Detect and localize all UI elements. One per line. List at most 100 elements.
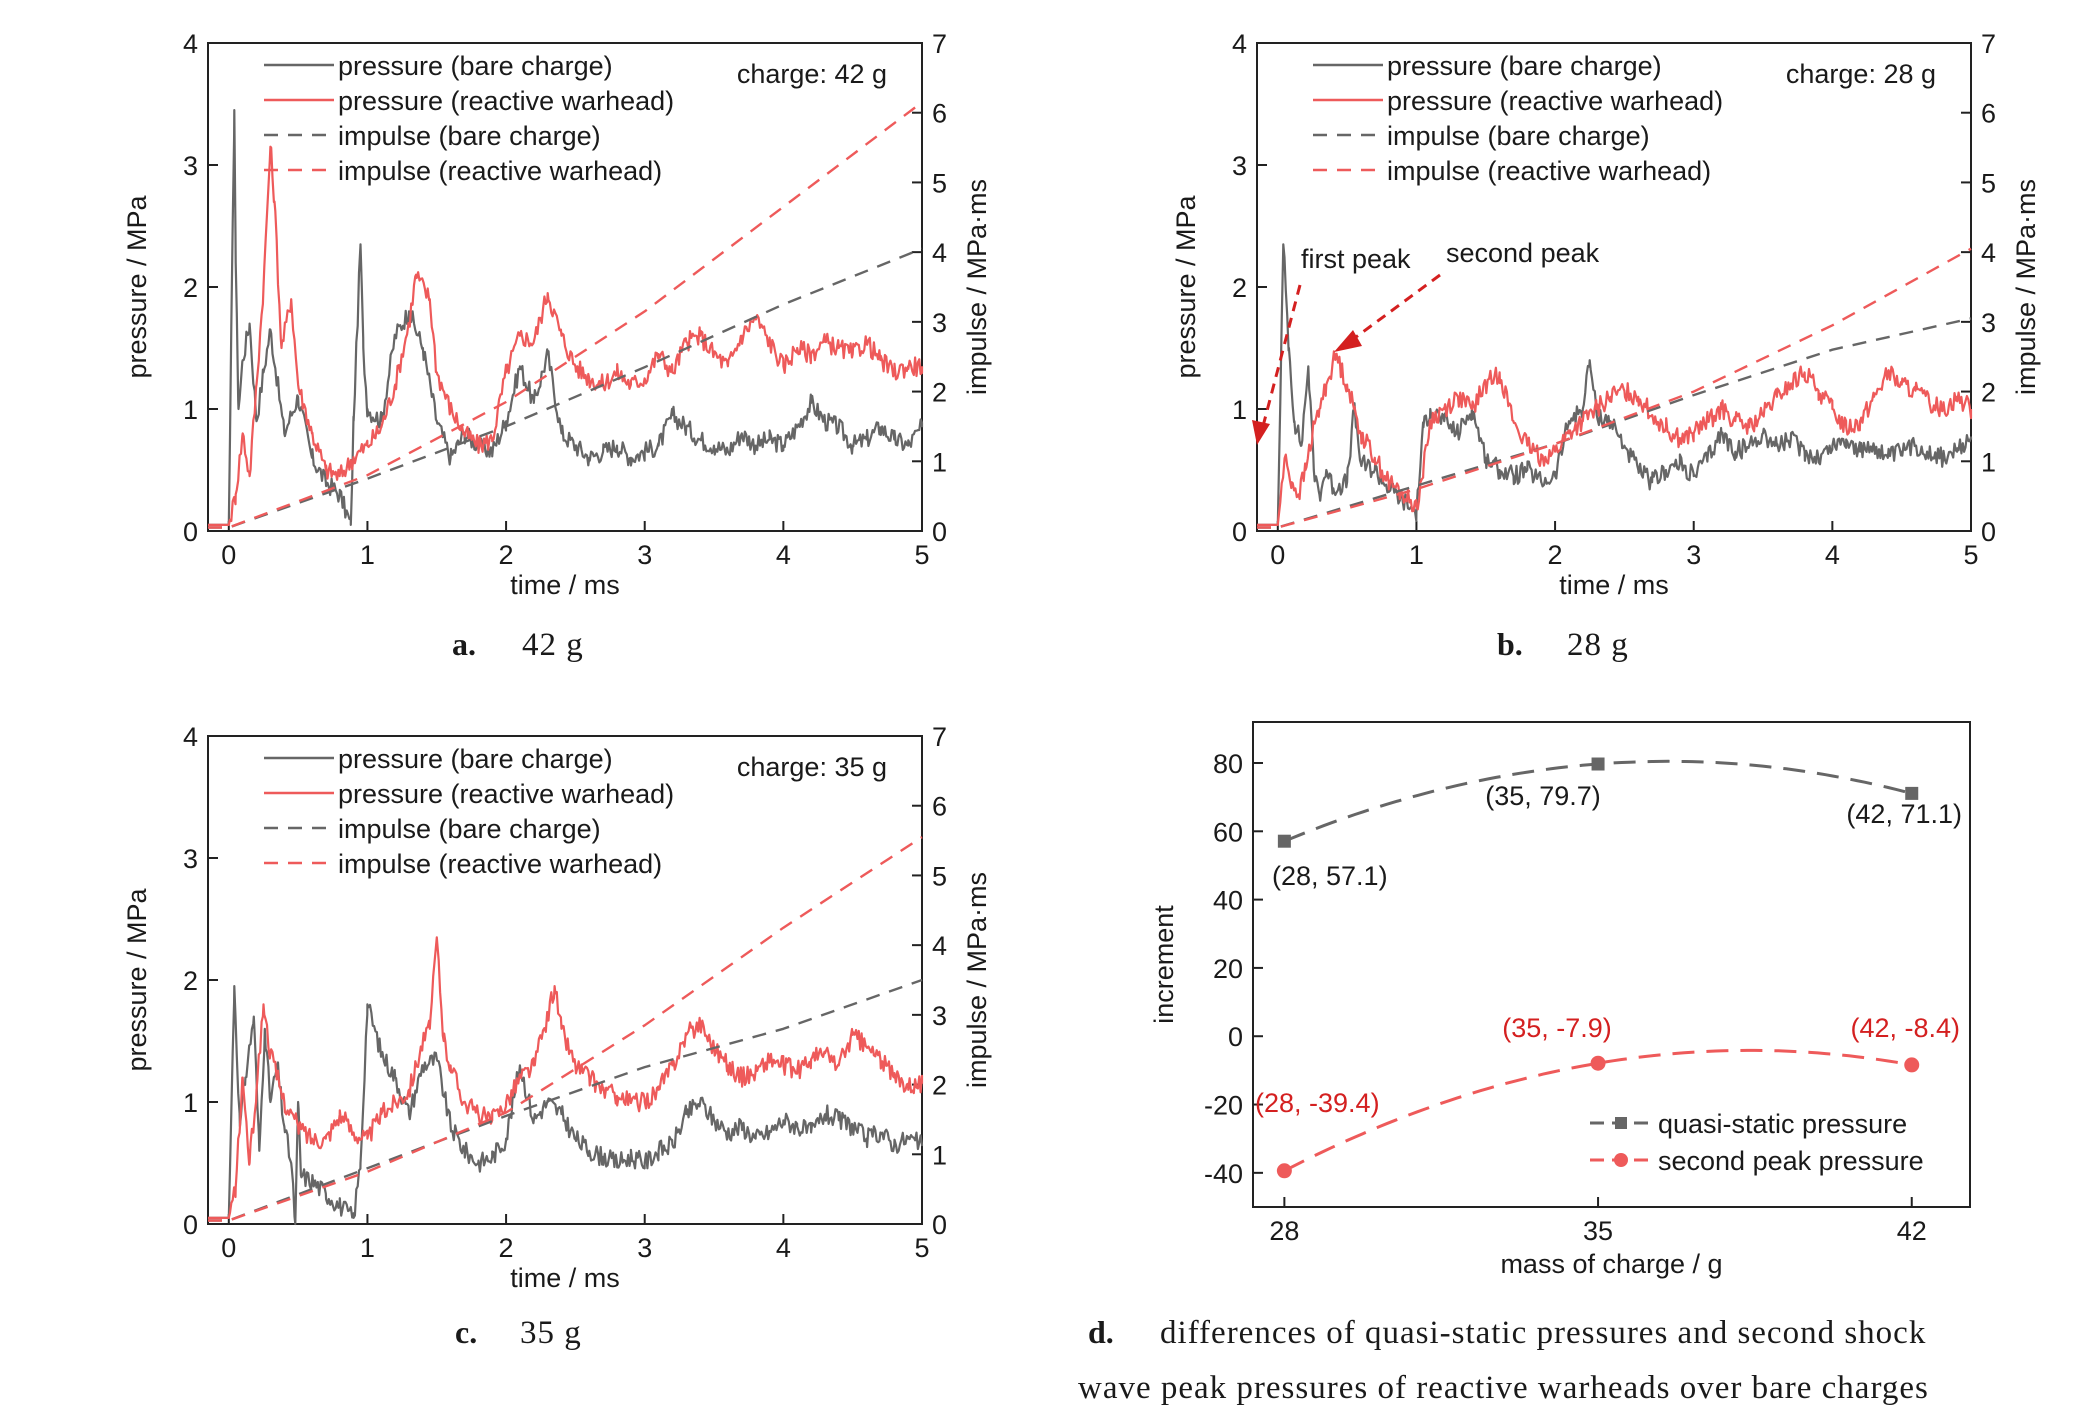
x-tick-label: 1 <box>1409 540 1424 570</box>
x-tick-label: 0 <box>1270 540 1285 570</box>
caption-c: 35 g <box>520 1315 582 1351</box>
x-tick-label: 1 <box>360 1233 375 1263</box>
y-tick-label: 1 <box>183 395 198 425</box>
caption-b: 28 g <box>1567 627 1629 663</box>
x-axis-label: time / ms <box>510 570 620 600</box>
arrowhead-second-peak <box>1334 330 1362 352</box>
x-tick-label: 4 <box>776 540 791 570</box>
data-label: (42, -8.4) <box>1850 1013 1960 1043</box>
x-tick-label: 28 <box>1269 1216 1299 1246</box>
series-line-4 <box>208 101 923 529</box>
y2-tick-label: 6 <box>932 792 947 822</box>
y-tick-label: 3 <box>183 844 198 874</box>
legend-marker <box>1615 1117 1627 1129</box>
data-point-circle <box>1904 1057 1920 1073</box>
series-line-1 <box>1257 243 1973 526</box>
x-axis-label: time / ms <box>1559 570 1669 600</box>
series-line-2 <box>1283 1048 1912 1173</box>
data-point-circle <box>1276 1163 1292 1179</box>
x-tick-label: 3 <box>1686 540 1701 570</box>
charge-label: charge: 28 g <box>1786 59 1936 89</box>
plot-frame <box>207 735 923 1225</box>
legend-label: quasi-static pressure <box>1658 1109 1907 1139</box>
y-tick-label: 20 <box>1213 954 1243 984</box>
legend-label: pressure (reactive warhead) <box>338 779 674 809</box>
annotation-first-peak: first peak <box>1301 244 1411 274</box>
y2-tick-label: 7 <box>1981 29 1996 59</box>
series-line-3 <box>208 247 923 529</box>
legend-label: impulse (bare charge) <box>338 814 601 844</box>
y-tick-label: 2 <box>183 273 198 303</box>
caption-c-letter: c. <box>455 1314 477 1350</box>
y2-tick-label: 7 <box>932 29 947 59</box>
y-tick-label: 3 <box>183 151 198 181</box>
caption-d-line-1: differences of quasi-static pressures an… <box>1160 1315 1926 1351</box>
y-axis-label: pressure / MPa <box>122 887 152 1071</box>
x-tick-label: 2 <box>499 1233 514 1263</box>
y-axis-label: pressure / MPa <box>122 194 152 378</box>
caption-d-line-2: wave peak pressures of reactive warheads… <box>1078 1370 1929 1406</box>
plot-frame <box>1252 721 1971 1208</box>
legend-label: second peak pressure <box>1658 1146 1924 1176</box>
y2-tick-label: 1 <box>1981 447 1996 477</box>
y-axis-label: increment <box>1149 905 1179 1024</box>
y2-tick-label: 0 <box>1981 517 1996 547</box>
legend-label: pressure (bare charge) <box>338 744 613 774</box>
panel-d-chart: 28 35 42 -40 -20 0 20 40 60 80 mass of charge / g i… <box>1149 721 1971 1279</box>
y2-tick-label: 3 <box>932 1001 947 1031</box>
x-tick-label: 5 <box>1963 540 1978 570</box>
y-tick-label: 0 <box>1232 517 1247 547</box>
y-tick-label: 80 <box>1213 749 1243 779</box>
y-tick-label: 3 <box>1232 151 1247 181</box>
legend-label: pressure (bare charge) <box>1387 51 1662 81</box>
arrowhead-first-peak <box>1252 420 1270 445</box>
y-tick-label: 60 <box>1213 817 1243 847</box>
caption-b-letter: b. <box>1497 626 1523 662</box>
y2-tick-label: 4 <box>932 238 947 268</box>
y-axis-label: pressure / MPa <box>1171 194 1201 378</box>
y2-tick-label: 4 <box>1981 238 1996 268</box>
series-line-3 <box>1257 317 1972 529</box>
y2-tick-label: 1 <box>932 1140 947 1170</box>
x-axis-label: mass of charge / g <box>1500 1249 1722 1279</box>
y-tick-label: 1 <box>183 1088 198 1118</box>
y-tick-label: 4 <box>1232 29 1247 59</box>
y-tick-label: 4 <box>183 722 198 752</box>
arrow-first-peak <box>1260 284 1302 431</box>
series-line-1 <box>208 109 924 526</box>
y2-tick-label: 1 <box>932 447 947 477</box>
data-label: (35, 79.7) <box>1485 781 1601 811</box>
series-line-4 <box>1257 247 1972 529</box>
x-tick-label: 0 <box>221 1233 236 1263</box>
y2-tick-label: 4 <box>932 931 947 961</box>
series-line-3 <box>208 978 923 1222</box>
x-tick-label: 5 <box>914 1233 929 1263</box>
y2-tick-label: 7 <box>932 722 947 752</box>
x-tick-label: 2 <box>1548 540 1563 570</box>
data-label: (42, 71.1) <box>1846 799 1962 829</box>
y-tick-label: -40 <box>1204 1159 1243 1189</box>
charge-label: charge: 42 g <box>737 59 887 89</box>
caption-d-letter: d. <box>1088 1314 1114 1350</box>
y2-tick-label: 0 <box>932 1210 947 1240</box>
x-tick-label: 2 <box>499 540 514 570</box>
y-tick-label: 0 <box>183 517 198 547</box>
y-tick-label: 40 <box>1213 886 1243 916</box>
data-label: (28, -39.4) <box>1255 1088 1380 1118</box>
y-tick-label: 2 <box>1232 273 1247 303</box>
x-tick-label: 4 <box>776 1233 791 1263</box>
arrow-second-peak <box>1351 273 1441 342</box>
y2-tick-label: 3 <box>932 308 947 338</box>
y-tick-label: -20 <box>1204 1091 1243 1121</box>
y-tick-label: 0 <box>1228 1022 1243 1052</box>
y2-axis-label: impulse / MPa·ms <box>2011 179 2041 395</box>
caption-a-letter: a. <box>452 626 476 662</box>
data-label: (28, 57.1) <box>1272 861 1388 891</box>
y2-tick-label: 5 <box>932 861 947 891</box>
y2-axis-label: impulse / MPa·ms <box>962 872 992 1088</box>
y-tick-label: 1 <box>1232 395 1247 425</box>
